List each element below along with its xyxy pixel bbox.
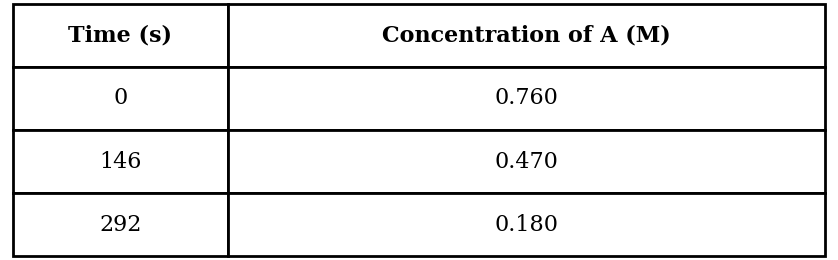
Text: 146: 146 bbox=[99, 151, 142, 173]
Text: 0.760: 0.760 bbox=[494, 87, 559, 109]
Bar bbox=[13, 67, 228, 130]
Bar bbox=[13, 193, 228, 256]
Bar bbox=[13, 130, 228, 193]
Text: Time (s): Time (s) bbox=[68, 24, 173, 47]
Text: 292: 292 bbox=[99, 213, 142, 236]
Bar bbox=[228, 193, 825, 256]
Bar bbox=[13, 4, 228, 67]
Text: Concentration of A (M): Concentration of A (M) bbox=[382, 24, 671, 47]
Text: 0.180: 0.180 bbox=[494, 213, 559, 236]
Bar bbox=[228, 4, 825, 67]
Text: 0: 0 bbox=[113, 87, 127, 109]
Bar bbox=[228, 130, 825, 193]
Bar bbox=[228, 67, 825, 130]
Text: 0.470: 0.470 bbox=[494, 151, 559, 173]
